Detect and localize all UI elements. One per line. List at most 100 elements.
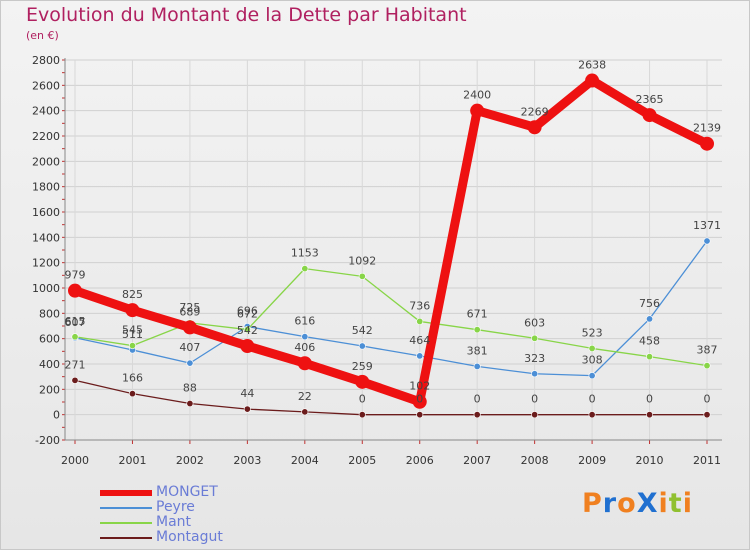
- data-point-monget: [412, 394, 427, 409]
- y-tick-label: 2600: [32, 79, 60, 92]
- data-point-mant: [473, 326, 481, 334]
- data-label-mant: 523: [582, 326, 603, 339]
- data-label-monget: 979: [65, 269, 86, 282]
- proxiti-logo: ProXiti: [582, 488, 693, 519]
- logo-letter: o: [617, 488, 637, 519]
- data-point-mant: [243, 326, 251, 334]
- data-label-peyre: 1371: [693, 219, 721, 232]
- y-tick-label: 2000: [32, 155, 60, 168]
- x-tick-label: 2004: [291, 454, 319, 467]
- data-label-montagut: 88: [183, 382, 197, 395]
- data-point-monget: [355, 374, 370, 389]
- data-label-monget: 406: [294, 341, 315, 354]
- x-tick-label: 2008: [521, 454, 549, 467]
- x-tick-label: 2009: [578, 454, 606, 467]
- x-tick-label: 2002: [176, 454, 204, 467]
- data-label-monget: 2365: [636, 93, 664, 106]
- x-tick-label: 2010: [636, 454, 664, 467]
- data-point-montagut: [531, 411, 539, 419]
- data-point-peyre: [703, 237, 711, 245]
- data-point-mant: [301, 265, 309, 273]
- chart-unit: (en €): [26, 29, 59, 42]
- chart-title: Evolution du Montant de la Dette par Hab…: [26, 4, 467, 26]
- y-tick-label: 200: [39, 383, 60, 396]
- data-point-mant: [588, 344, 596, 352]
- logo-letter: X: [636, 488, 659, 519]
- data-label-mant: 725: [179, 301, 200, 314]
- data-point-mant: [531, 334, 539, 342]
- y-tick-label: 1000: [32, 282, 60, 295]
- data-label-peyre: 696: [237, 305, 258, 318]
- data-point-peyre: [531, 370, 539, 378]
- x-tick-label: 2003: [233, 454, 261, 467]
- data-point-monget: [68, 283, 82, 298]
- data-label-layer: 979 825 689 542 406 259 102 2400 2269 2638 2365 213…: [65, 59, 722, 406]
- data-label-monget: 2269: [521, 105, 549, 118]
- y-tick-label: 600: [39, 333, 60, 346]
- data-label-montagut: 166: [122, 372, 143, 385]
- data-point-montagut: [416, 411, 424, 419]
- x-tick-label: 2005: [348, 454, 376, 467]
- legend-label-peyre: Peyre: [156, 499, 195, 515]
- data-point-montagut: [186, 400, 194, 408]
- logo-letter: i: [682, 488, 693, 519]
- data-label-peyre: 407: [179, 341, 200, 354]
- data-point-monget: [527, 120, 542, 135]
- logo-letter: P: [582, 488, 603, 519]
- data-label-peyre: 323: [524, 352, 545, 365]
- data-point-montagut: [243, 405, 251, 413]
- data-point-monget: [642, 108, 657, 123]
- data-label-monget: 2638: [578, 59, 606, 72]
- data-point-monget: [700, 136, 714, 151]
- data-point-peyre: [646, 315, 654, 323]
- data-label-montagut: 22: [298, 390, 312, 403]
- y-tick-label: 1200: [32, 257, 60, 270]
- data-label-monget: 689: [179, 305, 200, 318]
- data-label-peyre: 308: [582, 354, 603, 367]
- data-label-mant: 672: [237, 308, 258, 321]
- data-label-peyre: 542: [352, 324, 373, 337]
- data-label-montagut: 271: [65, 358, 86, 371]
- x-tick-label: 2011: [693, 454, 721, 467]
- data-point-peyre: [186, 359, 194, 367]
- data-label-mant: 1153: [291, 247, 319, 260]
- y-tick-label: 0: [53, 409, 60, 422]
- axis-layer: -200020040060080010001200140016001800200…: [32, 54, 722, 467]
- data-label-mant: 603: [524, 316, 545, 329]
- data-label-mant: 736: [409, 299, 430, 312]
- data-point-monget: [125, 303, 140, 318]
- data-label-mant: 387: [697, 344, 718, 357]
- data-point-monget: [182, 320, 197, 335]
- data-label-monget: 259: [352, 360, 373, 373]
- data-point-peyre: [301, 333, 309, 341]
- data-label-montagut: 0: [646, 393, 653, 406]
- data-label-montagut: 44: [240, 387, 254, 400]
- data-point-peyre: [416, 352, 424, 360]
- data-label-monget: 2139: [693, 122, 721, 135]
- data-label-montagut: 0: [704, 393, 711, 406]
- legend-label-mant: Mant: [156, 514, 192, 530]
- data-point-mant: [646, 353, 654, 361]
- series-line-montagut: [74, 379, 708, 416]
- data-label-monget: 825: [122, 288, 143, 301]
- data-label-peyre: 464: [409, 334, 430, 347]
- y-tick-label: 800: [39, 307, 60, 320]
- data-label-montagut: 0: [474, 393, 481, 406]
- data-label-peyre: 511: [122, 328, 143, 341]
- data-point-peyre: [588, 372, 596, 380]
- y-tick-label: 1400: [32, 231, 60, 244]
- data-point-montagut: [71, 376, 79, 384]
- data-label-montagut: 0: [359, 393, 366, 406]
- x-tick-label: 2000: [61, 454, 89, 467]
- series-line-monget: [70, 76, 712, 407]
- y-tick-label: 1800: [32, 181, 60, 194]
- y-tick-label: 2400: [32, 105, 60, 118]
- data-point-mant: [358, 272, 366, 280]
- x-tick-label: 2006: [406, 454, 434, 467]
- logo-letter: r: [602, 488, 618, 519]
- series-line-peyre: [74, 240, 708, 377]
- y-tick-label: 2800: [32, 54, 60, 67]
- data-point-peyre: [473, 362, 481, 370]
- data-label-mant: 458: [639, 335, 660, 348]
